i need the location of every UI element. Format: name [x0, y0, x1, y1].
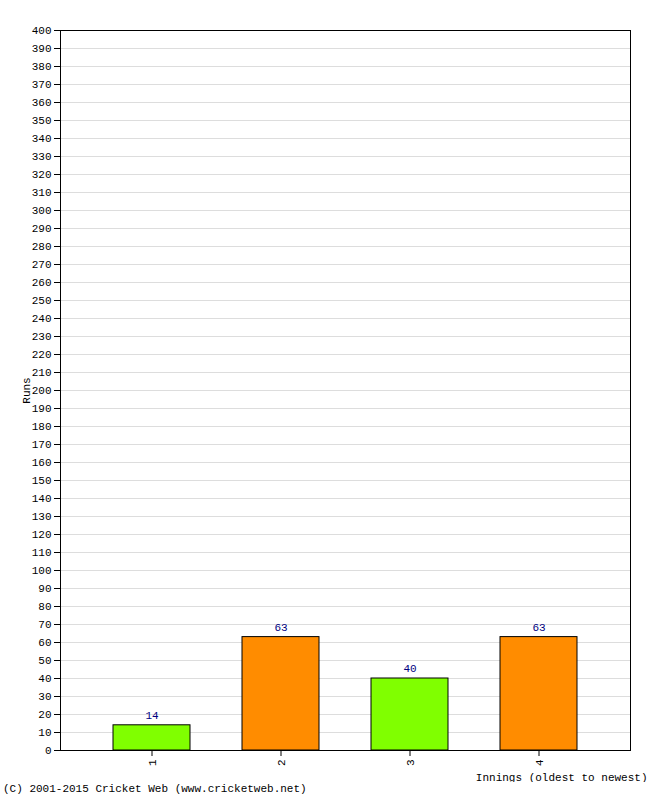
svg-text:0: 0 [45, 745, 52, 757]
svg-text:280: 280 [32, 241, 52, 253]
svg-text:290: 290 [32, 223, 52, 235]
svg-text:360: 360 [32, 97, 52, 109]
svg-text:310: 310 [32, 187, 52, 199]
svg-text:90: 90 [38, 583, 51, 595]
svg-text:320: 320 [32, 169, 52, 181]
svg-text:3: 3 [405, 760, 417, 767]
svg-text:370: 370 [32, 79, 52, 91]
svg-text:63: 63 [274, 622, 287, 634]
svg-text:40: 40 [403, 663, 416, 675]
svg-text:80: 80 [38, 601, 51, 613]
svg-text:14: 14 [145, 710, 159, 722]
svg-text:300: 300 [32, 205, 52, 217]
svg-text:150: 150 [32, 475, 52, 487]
svg-text:260: 260 [32, 277, 52, 289]
svg-text:4: 4 [534, 759, 546, 766]
svg-text:30: 30 [38, 691, 51, 703]
svg-text:390: 390 [32, 43, 52, 55]
svg-text:1: 1 [147, 759, 159, 766]
svg-text:350: 350 [32, 115, 52, 127]
html-text:(C) 2001-2015 Cricket Web (www: (C) 2001-2015 Cricket Web (www.cricketwe… [3, 783, 307, 795]
svg-text:270: 270 [32, 259, 52, 271]
svg-text:40: 40 [38, 673, 51, 685]
svg-text:330: 330 [32, 151, 52, 163]
svg-text:60: 60 [38, 637, 51, 649]
svg-text:140: 140 [32, 493, 52, 505]
svg-text:340: 340 [32, 133, 52, 145]
svg-text:100: 100 [32, 565, 52, 577]
svg-text:160: 160 [32, 457, 52, 469]
svg-text:400: 400 [32, 25, 52, 37]
svg-text:130: 130 [32, 511, 52, 523]
svg-text:240: 240 [32, 313, 52, 325]
svg-text:70: 70 [38, 619, 51, 631]
svg-text:210: 210 [32, 367, 52, 379]
svg-text:230: 230 [32, 331, 52, 343]
svg-text:20: 20 [38, 709, 51, 721]
svg-text:180: 180 [32, 421, 52, 433]
svg-text:190: 190 [32, 403, 52, 415]
svg-text:2: 2 [276, 760, 288, 767]
svg-text:Runs: Runs [21, 377, 33, 403]
svg-text:50: 50 [38, 655, 51, 667]
svg-text:250: 250 [32, 295, 52, 307]
svg-text:200: 200 [32, 385, 52, 397]
svg-text:120: 120 [32, 529, 52, 541]
svg-text:380: 380 [32, 61, 52, 73]
svg-text:10: 10 [38, 727, 51, 739]
svg-text:170: 170 [32, 439, 52, 451]
svg-text:Innings (oldest to newest): Innings (oldest to newest) [476, 772, 648, 783]
svg-text:63: 63 [532, 622, 545, 634]
svg-text:220: 220 [32, 349, 52, 361]
svg-text:110: 110 [32, 547, 52, 559]
